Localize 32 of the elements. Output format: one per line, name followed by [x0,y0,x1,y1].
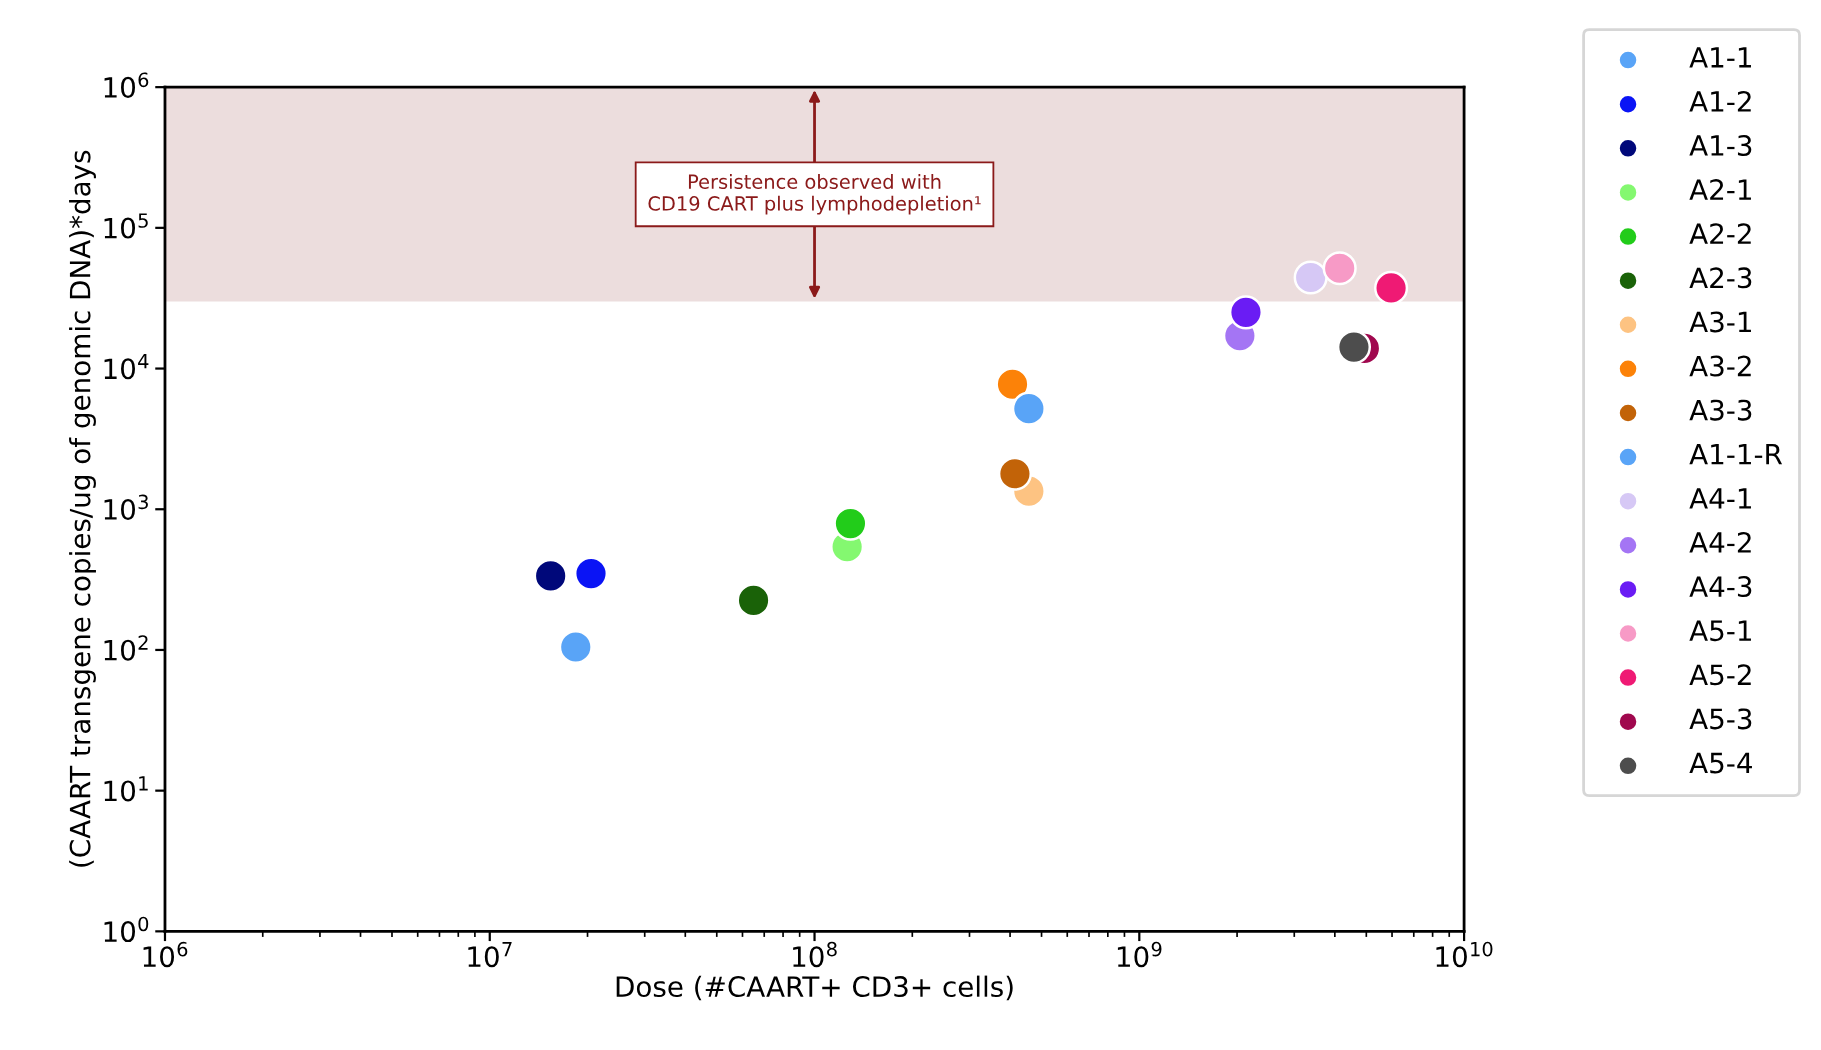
legend-label: A4-2 [1689,531,1751,553]
legend-label: A4-3 [1689,576,1752,598]
legend-label: A3-2 [1689,355,1751,377]
y-tick-label: 10$^{3}$ [104,494,148,520]
legend-label: A5-4 [1689,752,1752,774]
legend-label: A2-1 [1689,179,1751,200]
legend-label: A2-2 [1689,223,1751,244]
y-tick-label: 10$^{0}$ [104,916,149,943]
x-tick-label: 10$^{6}$ [143,941,188,968]
legend-label: A2-3 [1689,267,1752,289]
y-tick-label: 10$^{4}$ [104,354,149,380]
legend-label: A4-1 [1689,488,1751,509]
x-tick-label: 10$^{9}$ [1117,941,1162,968]
y-tick-label: 10$^{1}$ [104,776,148,802]
legend-label: A1-1 [1689,47,1751,68]
y-axis-title: (CAART transgene copies/ug of genomic DNA)*days [69,150,96,867]
x-tick-label: 10$^{7}$ [468,942,512,968]
y-tick-label: 10$^{2}$ [104,635,148,661]
legend-label: A5-2 [1689,664,1751,686]
y-tick-label: 10$^{6}$ [104,72,149,98]
legend-label: A5-1 [1689,620,1751,642]
x-tick-label: 10$^{10}$ [1436,941,1493,968]
x-axis-title: Dose (#CAART+ CD3+ cells) [616,975,1013,1001]
legend-label: A3-3 [1689,399,1752,421]
band-label: Persistence observed with CD19 CART plus lymphodepletion¹ [648,173,981,215]
y-tick-label: 10$^{5}$ [104,213,148,239]
legend-label: A1-2 [1689,90,1751,112]
legend-label: A5-3 [1689,708,1752,730]
legend-label: A1-3 [1689,135,1752,157]
x-tick-label: 10$^{8}$ [793,941,837,968]
legend-label: A1-1-R [1689,444,1783,465]
legend-label: A3-1 [1689,311,1751,333]
